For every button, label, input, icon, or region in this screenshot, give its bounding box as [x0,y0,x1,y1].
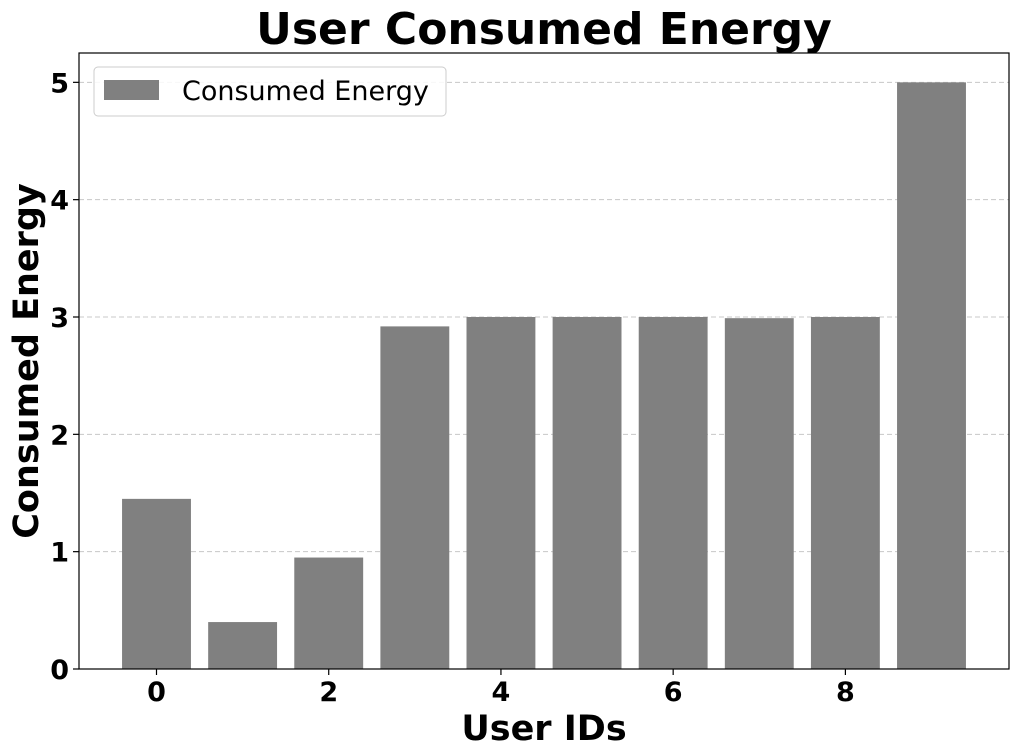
x-tick-label: 4 [492,677,511,708]
bar-user-1 [208,622,278,669]
y-tick-label: 1 [50,538,69,569]
x-axis-ticks: 0 2 4 6 8 [147,669,855,708]
x-tick-label: 8 [836,677,855,708]
bars [122,82,966,670]
bar-user-5 [552,317,622,669]
legend-swatch [104,80,159,100]
bar-user-6 [638,317,708,669]
y-tick-label: 4 [50,186,69,217]
y-tick-label: 0 [50,655,69,686]
y-axis-ticks: 0 1 2 3 4 5 [50,68,79,686]
bar-user-8 [810,317,880,669]
x-axis-label: User IDs [461,709,626,749]
legend: Consumed Energy [93,66,447,117]
bar-user-2 [294,557,364,669]
y-axis-label: Consumed Energy [7,183,47,539]
x-tick-label: 0 [147,677,166,708]
y-tick-label: 3 [50,303,69,334]
legend-label: Consumed Energy [182,76,429,107]
bar-user-3 [380,326,450,669]
bar-user-9 [897,82,966,670]
x-tick-label: 6 [664,677,683,708]
chart-title: User Consumed Energy [256,4,832,55]
bar-user-4 [466,317,536,669]
y-tick-label: 5 [50,68,69,99]
bar-user-0 [122,498,191,669]
y-tick-label: 2 [50,420,69,451]
plot-frame [78,52,1010,670]
x-tick-label: 2 [319,677,338,708]
grid-lines [79,81,1009,553]
legend-frame [93,66,447,117]
bar-user-7 [724,318,794,669]
